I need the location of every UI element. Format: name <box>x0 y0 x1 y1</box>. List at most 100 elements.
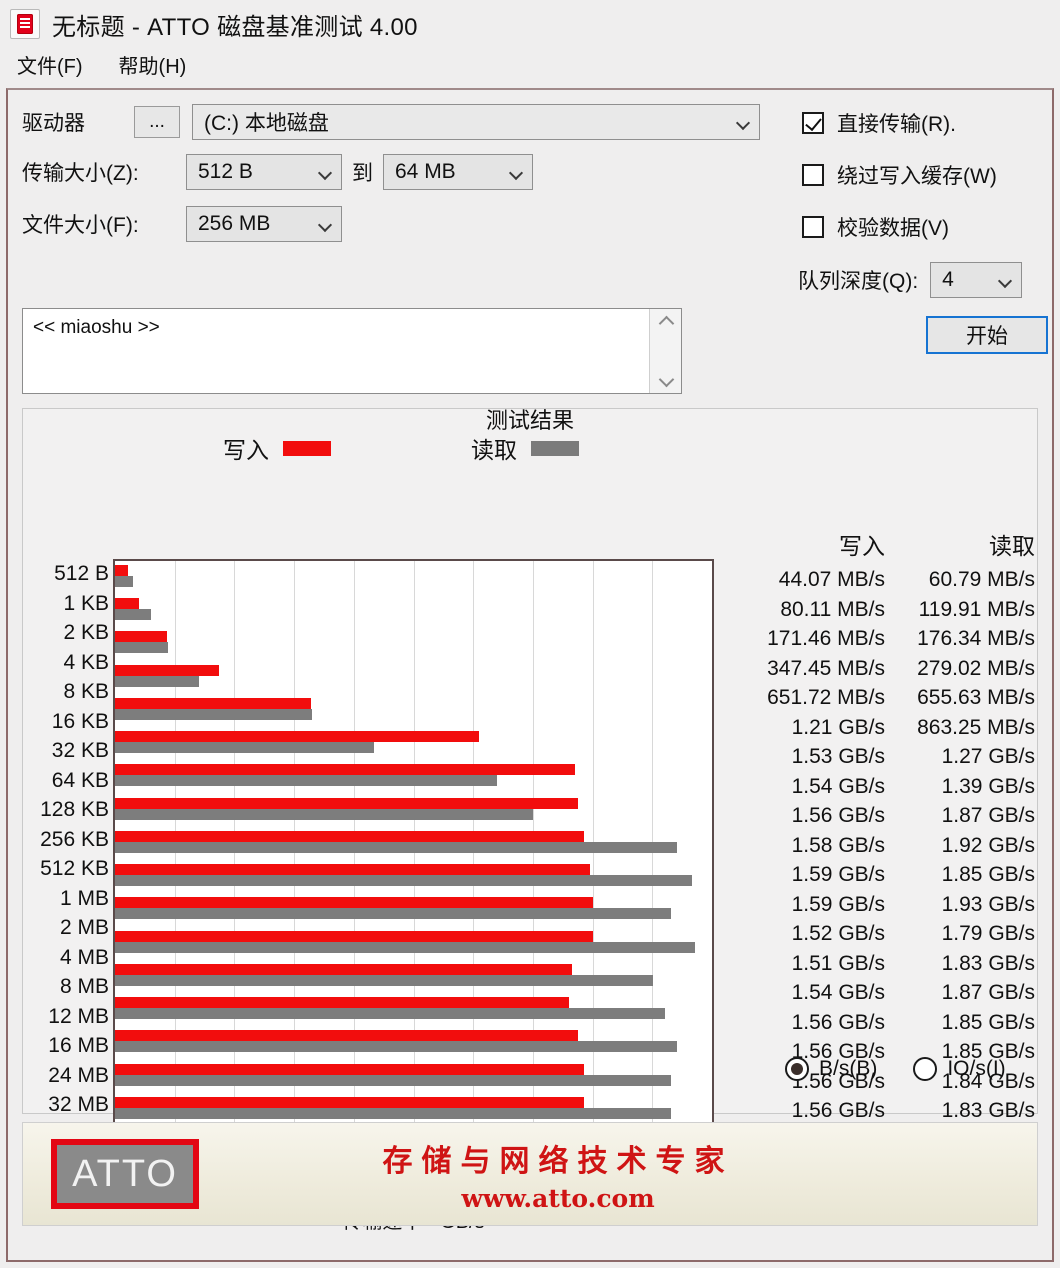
unit-radio-group: B/s(B) IO/s(I) <box>785 1057 1006 1081</box>
file-size-label: 文件大小(F): <box>22 214 139 237</box>
file-size-select[interactable]: 256 MB <box>186 206 342 242</box>
menu-bar: 文件(F) 帮助(H) <box>0 48 1060 80</box>
checkbox-verify-data[interactable]: 校验数据(V) <box>802 212 949 242</box>
bar-group <box>115 764 712 794</box>
y-axis-label: 512 KB <box>40 857 109 881</box>
queue-depth-select[interactable]: 4 <box>930 262 1023 298</box>
main-window: 驱动器 ... (C:) 本地磁盘 传输大小(Z): 512 B 到 64 MB… <box>6 88 1054 1262</box>
bar-group <box>115 664 712 695</box>
cell-write-speed: 347.45 MB/s <box>767 656 885 680</box>
gridline <box>652 561 654 1177</box>
transfer-size-to-select[interactable]: 64 MB <box>383 154 533 190</box>
bar-read <box>115 908 671 920</box>
results-table-header: 写入 读取 <box>735 527 1035 561</box>
settings-panel: 驱动器 ... (C:) 本地磁盘 传输大小(Z): 512 B 到 64 MB… <box>8 90 1052 394</box>
description-text[interactable]: << miaoshu >> <box>33 317 160 338</box>
bar-read <box>115 1008 665 1020</box>
cell-read-speed: 1.79 GB/s <box>941 922 1035 946</box>
radio-bytes-per-sec-dot[interactable] <box>785 1057 809 1081</box>
footer-text-block: 存储与网络技术专家 www.atto.com <box>199 1136 917 1213</box>
table-row: 1.51 GB/s 1.83 GB/s <box>735 949 1035 979</box>
radio-bytes-per-sec[interactable]: B/s(B) <box>785 1057 877 1081</box>
description-scrollbar[interactable] <box>649 309 681 393</box>
cell-read-speed: 863.25 MB/s <box>917 715 1035 739</box>
bar-write <box>115 598 140 610</box>
cell-read-speed: 1.27 GB/s <box>941 745 1035 769</box>
checkbox-verify-data-box[interactable] <box>802 216 824 238</box>
results-value-table: 写入 读取 44.07 MB/s 60.79 MB/s 80.11 MB/s 119.… <box>735 527 1035 1185</box>
bar-group <box>115 1097 712 1127</box>
footer-slogan: 存储与网络技术专家 <box>382 1143 734 1179</box>
table-row: 651.72 MB/s 655.63 MB/s <box>735 683 1035 713</box>
description-box[interactable]: << miaoshu >> <box>22 308 682 394</box>
atto-footer-banner: ATTO 存储与网络技术专家 www.atto.com <box>22 1122 1038 1226</box>
chevron-down-icon <box>737 118 751 126</box>
y-axis-label: 1 MB <box>59 886 109 910</box>
menu-item-help[interactable]: 帮助(H) <box>118 55 187 78</box>
bar-read <box>115 875 692 887</box>
cell-write-speed: 1.51 GB/s <box>791 951 885 975</box>
bar-group <box>115 864 712 894</box>
legend-read: 读取 <box>471 431 579 465</box>
bar-write <box>115 830 584 842</box>
bar-read <box>115 1108 671 1119</box>
y-axis-label: 4 KB <box>63 650 109 674</box>
bar-group <box>115 997 712 1027</box>
drive-select-value: (C:) 本地磁盘 <box>204 112 329 135</box>
checkbox-bypass-write-cache-label: 绕过写入缓存(W) <box>837 165 997 188</box>
scroll-down-icon[interactable] <box>658 375 674 385</box>
bar-read <box>115 775 497 787</box>
y-axis-label: 1 KB <box>63 591 109 615</box>
cell-read-speed: 1.83 GB/s <box>941 1099 1035 1123</box>
drive-row: 驱动器 ... (C:) 本地磁盘 <box>22 104 760 140</box>
transfer-size-from-select[interactable]: 512 B <box>186 154 342 190</box>
radio-io-per-sec[interactable]: IO/s(I) <box>913 1057 1006 1081</box>
bar-write <box>115 930 593 942</box>
menu-item-file[interactable]: 文件(F) <box>17 55 83 78</box>
bar-group <box>115 963 712 994</box>
cell-read-speed: 1.39 GB/s <box>941 774 1035 798</box>
cell-write-speed: 1.56 GB/s <box>791 804 885 828</box>
checkbox-direct-io[interactable]: 直接传输(R). <box>802 108 956 138</box>
bar-read <box>115 808 533 820</box>
scroll-up-icon[interactable] <box>658 317 674 327</box>
cell-write-speed: 80.11 MB/s <box>780 597 885 621</box>
drive-label: 驱动器 <box>22 112 85 135</box>
cell-read-speed: 1.87 GB/s <box>941 981 1035 1005</box>
radio-io-per-sec-label: IO/s(I) <box>947 1057 1006 1080</box>
file-size-value: 256 MB <box>198 212 271 235</box>
table-row: 1.56 GB/s 1.84 GB/s <box>735 1067 1035 1097</box>
table-row: 1.54 GB/s 1.87 GB/s <box>735 978 1035 1008</box>
cell-write-speed: 44.07 MB/s <box>778 568 885 591</box>
browse-button[interactable]: ... <box>134 106 180 138</box>
file-size-row: 文件大小(F): 256 MB <box>22 206 342 242</box>
cell-write-speed: 171.46 MB/s <box>767 627 885 651</box>
checkbox-direct-io-box[interactable] <box>802 112 824 134</box>
bar-write <box>115 1030 578 1042</box>
cell-read-speed: 1.85 GB/s <box>941 863 1035 887</box>
checkbox-bypass-write-cache[interactable]: 绕过写入缓存(W) <box>802 160 997 190</box>
table-row: 1.58 GB/s 1.92 GB/s <box>735 831 1035 861</box>
bar-write <box>115 797 578 809</box>
bar-group <box>115 897 712 927</box>
radio-io-per-sec-dot[interactable] <box>913 1057 938 1081</box>
cell-write-speed: 1.56 GB/s <box>791 1040 885 1064</box>
checkbox-bypass-write-cache-box[interactable] <box>802 164 824 186</box>
drive-select[interactable]: (C:) 本地磁盘 <box>192 104 760 140</box>
cell-write-speed: 1.59 GB/s <box>791 892 885 916</box>
window-title: 无标题 - ATTO 磁盘基准测试 4.00 <box>52 13 418 41</box>
atto-logo: ATTO <box>51 1139 199 1209</box>
transfer-size-label: 传输大小(Z): <box>22 162 139 185</box>
cell-write-speed: 1.53 GB/s <box>791 745 885 769</box>
table-row: 1.59 GB/s 1.85 GB/s <box>735 860 1035 890</box>
y-axis-label: 12 MB <box>48 1004 109 1028</box>
atto-logo-text: ATTO <box>72 1152 178 1195</box>
y-axis-label: 32 KB <box>51 739 109 763</box>
bar-read <box>115 1041 677 1053</box>
start-button[interactable]: 开始 <box>926 316 1048 354</box>
bar-group <box>115 930 712 961</box>
transfer-size-to-word: 到 <box>352 162 373 185</box>
cell-read-speed: 1.84 GB/s <box>941 1069 1035 1093</box>
table-row: 347.45 MB/s 279.02 MB/s <box>735 654 1035 684</box>
footer-url: www.atto.com <box>461 1183 655 1213</box>
